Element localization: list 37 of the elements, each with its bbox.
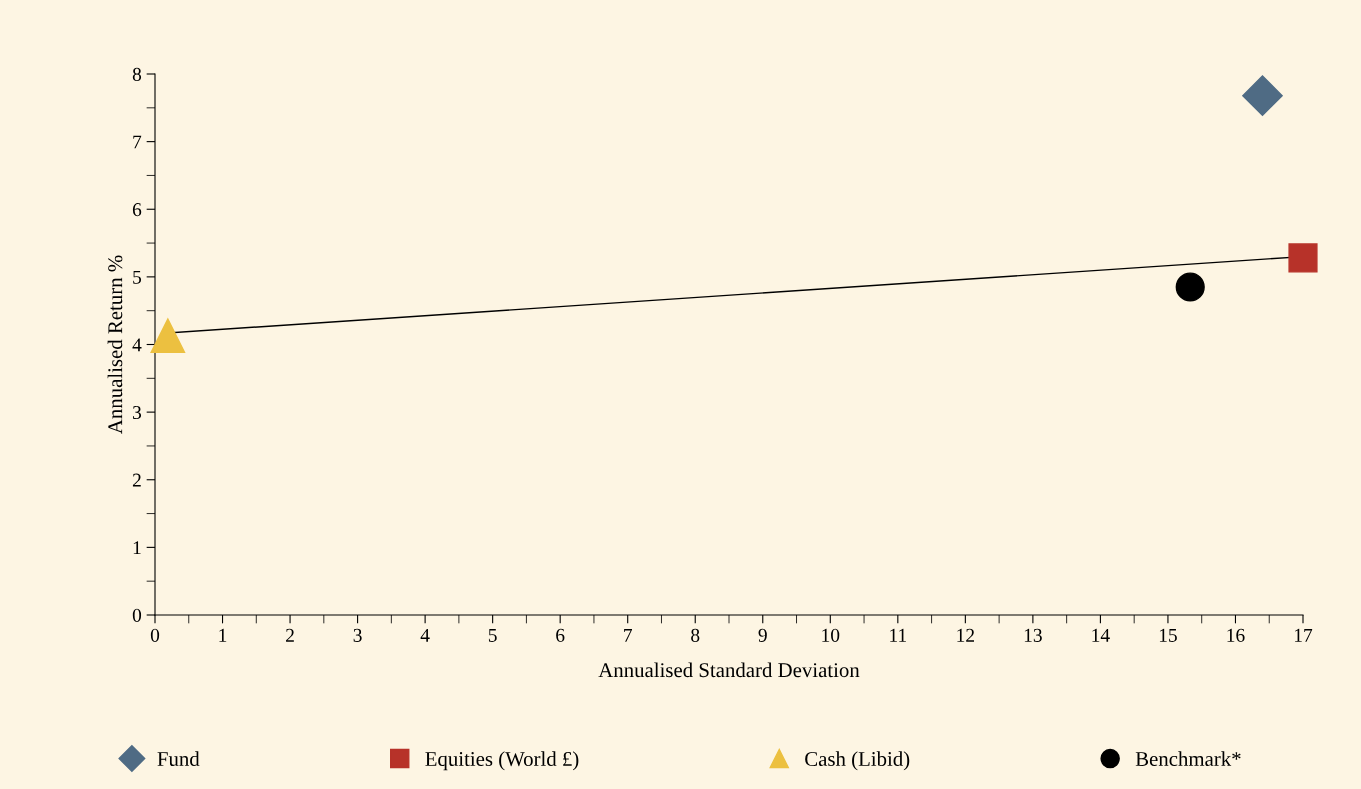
x-tick-label: 12 bbox=[957, 628, 974, 642]
y-tick-label: 1 bbox=[133, 541, 141, 555]
y-tick-label: 3 bbox=[133, 406, 142, 420]
x-tick-label: 4 bbox=[420, 628, 430, 642]
x-tick-label: 8 bbox=[691, 628, 700, 642]
y-tick-label: 2 bbox=[132, 473, 141, 487]
point bbox=[1288, 243, 1318, 273]
x-tick-label: 16 bbox=[1227, 628, 1245, 642]
legend-label: Fund bbox=[157, 751, 200, 767]
x-tick-label: 17 bbox=[1294, 628, 1313, 642]
y-tick-label: 0 bbox=[132, 608, 142, 622]
x-tick-label: 10 bbox=[822, 628, 840, 642]
point bbox=[1242, 75, 1283, 116]
y-tick-label: 4 bbox=[132, 338, 142, 352]
y-axis-title: Annualised Return % bbox=[107, 255, 123, 434]
y-tick-label: 8 bbox=[132, 67, 142, 81]
x-tick-label: 6 bbox=[556, 628, 565, 642]
y-tick-label: 5 bbox=[133, 270, 142, 284]
legend-label: Cash (Libid) bbox=[805, 751, 910, 771]
point bbox=[150, 318, 186, 354]
x-tick-label: 14 bbox=[1092, 628, 1110, 642]
legend-label: Benchmark* bbox=[1135, 751, 1241, 767]
x-tick-label: 3 bbox=[353, 628, 362, 642]
x-tick-label: 1 bbox=[219, 628, 227, 642]
x-tick-label: 13 bbox=[1024, 628, 1042, 642]
x-tick-label: 7 bbox=[624, 628, 633, 642]
x-tick-label: 15 bbox=[1159, 628, 1177, 642]
point bbox=[1175, 272, 1205, 302]
legend-label: Equities (World £) bbox=[425, 751, 579, 771]
x-tick-label: 5 bbox=[488, 628, 497, 642]
y-tick-label: 6 bbox=[132, 203, 142, 217]
x-axis-title: Annualised Standard Deviation bbox=[598, 662, 860, 678]
y-tick-label: 7 bbox=[133, 135, 142, 149]
x-tick-label: 11 bbox=[890, 628, 907, 642]
x-tick-label: 2 bbox=[286, 628, 294, 642]
x-tick-label: 0 bbox=[150, 628, 160, 642]
x-tick-label: 9 bbox=[758, 628, 767, 642]
